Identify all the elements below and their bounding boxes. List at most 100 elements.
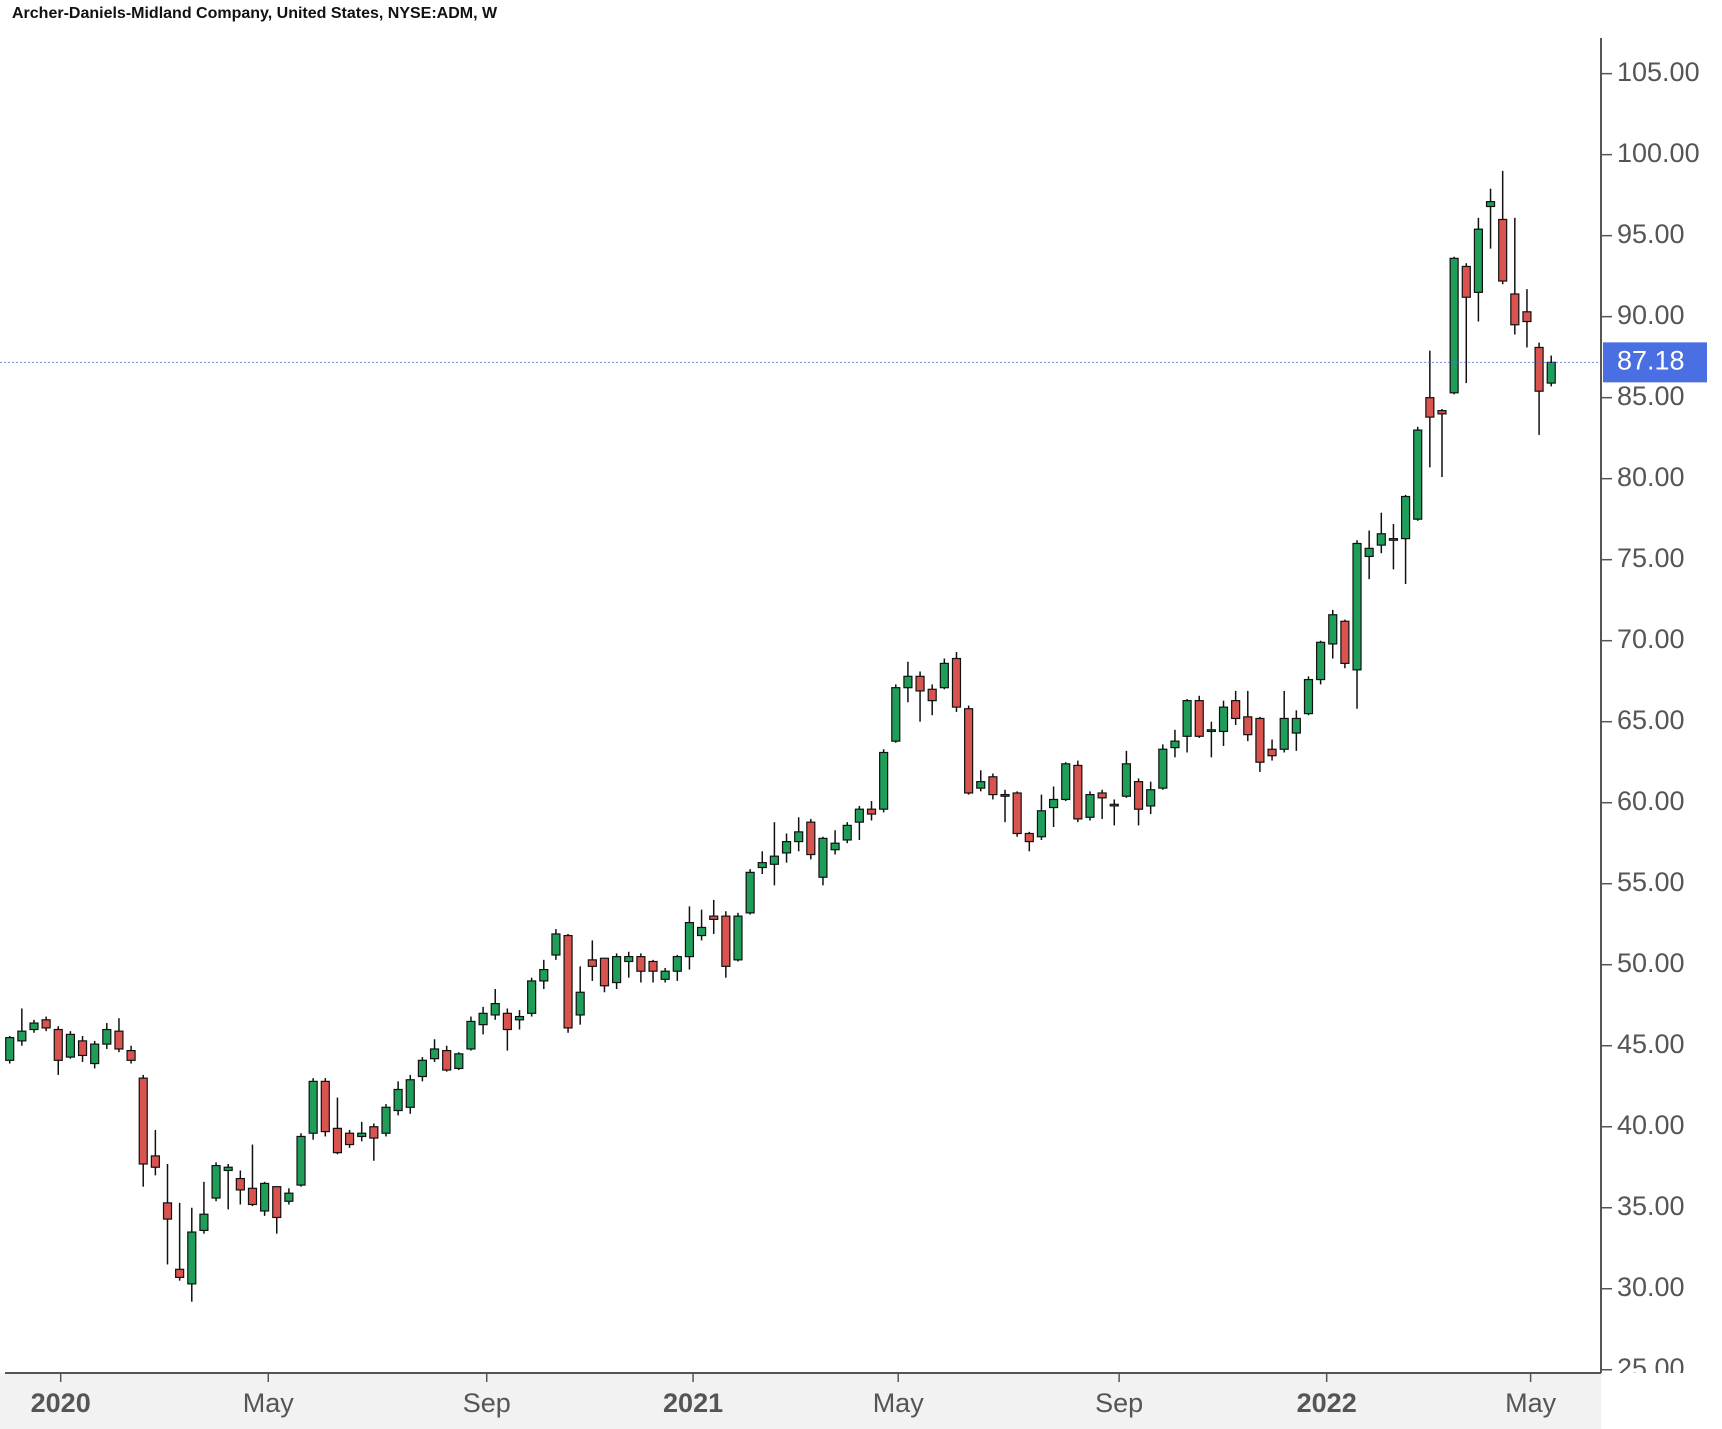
candle-body (17, 1030, 27, 1042)
candle-body (624, 956, 634, 963)
candle-body (915, 675, 925, 692)
candle-body (53, 1028, 63, 1061)
y-tick-label: 95.00 (1617, 219, 1685, 249)
x-tick-label: 2020 (31, 1388, 91, 1418)
candle-body (1073, 764, 1083, 820)
x-tick-label: 2021 (663, 1388, 723, 1418)
y-tick-label: 30.00 (1617, 1272, 1685, 1302)
candle-body (709, 915, 719, 920)
candle-body (1182, 700, 1192, 737)
candle-body (199, 1213, 209, 1232)
x-tick-label: 2022 (1297, 1388, 1357, 1418)
candle-body (660, 970, 670, 980)
candle-body (976, 781, 986, 789)
candle-body (769, 855, 780, 865)
x-tick-label: May (873, 1388, 925, 1418)
candle-body (235, 1177, 245, 1191)
candle-body (1170, 740, 1180, 749)
candle-body (1036, 810, 1047, 838)
candle-body (1267, 748, 1277, 757)
candle-body (1012, 792, 1022, 835)
candle-body (842, 824, 852, 841)
candle-body (126, 1049, 136, 1061)
candle-body (1000, 794, 1010, 797)
right-strip-cover (1601, 1373, 1722, 1429)
candle-body (1048, 798, 1059, 809)
candle-body (599, 957, 610, 987)
candle-body (1364, 547, 1374, 558)
candle-body (260, 1182, 270, 1212)
candle-body (1522, 311, 1532, 323)
candle-body (1485, 201, 1496, 208)
y-tick-label: 40.00 (1617, 1110, 1685, 1140)
y-tick-label: 85.00 (1617, 381, 1685, 411)
last-price-label: 87.18 (1617, 345, 1685, 375)
candle-body (247, 1187, 258, 1206)
y-tick-label: 80.00 (1617, 462, 1685, 492)
candle-body (672, 956, 682, 972)
candle-body (1279, 717, 1289, 750)
candle-body (1194, 700, 1204, 737)
candle-body (587, 959, 597, 967)
candle-body (357, 1132, 367, 1138)
y-tick-label: 105.00 (1617, 57, 1700, 87)
candle-body (927, 688, 937, 702)
candle-body (612, 956, 622, 984)
candle-body (951, 657, 962, 708)
candle-body (988, 776, 998, 796)
candle-body (903, 675, 913, 689)
candle-body (1061, 763, 1071, 801)
candle-body (1461, 265, 1471, 298)
candle-body (939, 662, 949, 689)
candle-body (223, 1166, 233, 1172)
candle-body (1376, 533, 1386, 546)
candle-body (1133, 781, 1144, 810)
candle-body (1303, 678, 1314, 715)
candle-body (187, 1231, 197, 1285)
y-tick-label: 50.00 (1617, 948, 1685, 978)
candle-body (684, 921, 695, 958)
candle-body (830, 842, 840, 851)
y-tick-label: 45.00 (1617, 1029, 1685, 1059)
candle-body (794, 831, 804, 843)
candle-body (514, 1015, 525, 1021)
candle-body (1340, 620, 1350, 664)
candle-body (162, 1202, 173, 1220)
candle-body (102, 1028, 112, 1045)
y-tick-label: 65.00 (1617, 705, 1685, 735)
candle-body (381, 1106, 391, 1134)
candle-body (466, 1020, 476, 1050)
candle-body (478, 1012, 488, 1026)
candle-body (1498, 218, 1508, 282)
candle-body (114, 1030, 124, 1050)
candle-body (1449, 257, 1459, 394)
candle-body (1158, 748, 1168, 789)
candle-body (879, 751, 889, 810)
candle-body (490, 1003, 500, 1016)
y-tick-label: 70.00 (1617, 624, 1685, 654)
candle-body (648, 960, 658, 972)
candle-body (1097, 792, 1107, 799)
last-price-box (1603, 342, 1707, 383)
candle-body (854, 808, 864, 823)
y-tick-label: 75.00 (1617, 543, 1685, 573)
candle-body (527, 980, 537, 1014)
x-tick-label: May (243, 1388, 295, 1418)
candle-body (539, 968, 549, 982)
candle-body (1024, 832, 1034, 843)
candle-body (90, 1043, 100, 1065)
candle-body (696, 926, 707, 937)
candle-body (296, 1135, 306, 1186)
candle-body (551, 933, 561, 956)
candle-body (211, 1165, 221, 1199)
candle-body (891, 687, 901, 742)
candle-body (405, 1079, 415, 1108)
candle-body (272, 1186, 282, 1219)
candle-body (429, 1048, 440, 1060)
candle-body (1352, 542, 1362, 671)
candles (5, 170, 1556, 1302)
candle-body (1546, 361, 1556, 384)
candle-body (1425, 397, 1435, 418)
candle-body (745, 871, 755, 914)
candle-body (757, 862, 767, 869)
